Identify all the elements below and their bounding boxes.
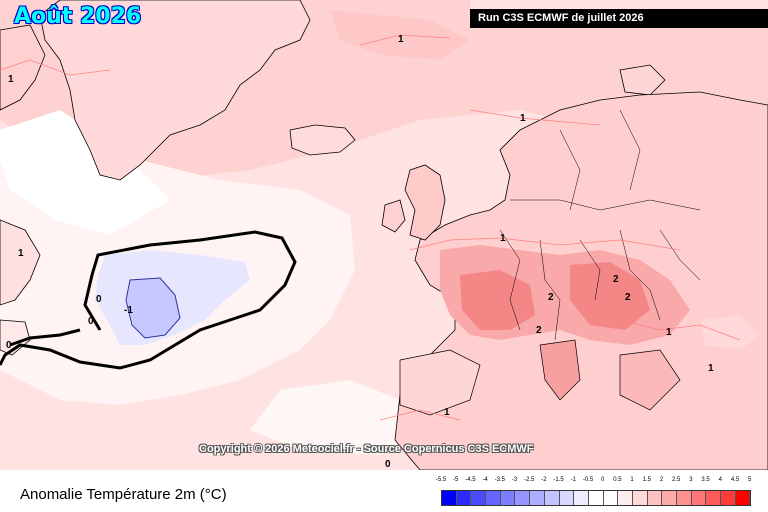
color-scale-tick: -2.5 — [524, 477, 535, 483]
contour-label: 0 — [385, 459, 391, 470]
zero-contour-west — [9, 328, 81, 347]
black-sea-area — [700, 315, 760, 350]
color-scale-tick: 1 — [630, 477, 634, 483]
contour-label: 0 — [6, 340, 12, 351]
contour-label: 1 — [708, 363, 714, 374]
contour-label: 1 — [500, 233, 506, 244]
color-scale-swatch — [559, 491, 575, 505]
color-scale: -5.5 -5 -4.5 -4 -3.5 -3 -2.5 -2 -1.5 -1 -0.5 0 0.5 1 1… — [436, 477, 752, 507]
greenland-land — [39, 0, 311, 181]
color-scale-swatch — [588, 491, 604, 505]
iberia-land — [399, 349, 481, 416]
southern-neutral-zone — [250, 380, 430, 455]
color-scale-swatch — [647, 491, 663, 505]
copyright-notice: Copyright © 2026 Meteociel.fr - Source C… — [199, 443, 534, 455]
contour-label: 1 — [398, 34, 404, 45]
color-scale-swatches — [441, 490, 752, 506]
color-scale-swatch — [677, 491, 692, 505]
color-scale-tick: 0 — [601, 477, 605, 483]
italy-land — [539, 339, 581, 401]
color-scale-tick: 0.5 — [613, 477, 622, 483]
color-scale-swatch — [530, 491, 545, 505]
color-scale-tick: -4 — [482, 477, 488, 483]
color-scale-swatch — [471, 491, 487, 505]
color-scale-swatch — [574, 491, 589, 505]
color-scale-tick: 4 — [718, 477, 722, 483]
contour-label: 1 — [666, 327, 672, 338]
anomaly-map: 1 1 1 1 1 0 0 0 -1 2 2 2 2 1 1 1 0 — [0, 0, 768, 470]
map-title: Août 2026 — [14, 4, 142, 29]
color-scale-tick: 2.5 — [672, 477, 681, 483]
contour-label: 2 — [548, 292, 554, 303]
color-scale-tick: -3 — [511, 477, 518, 483]
legend-title: Anomalie Température 2m (°C) — [20, 486, 227, 503]
color-scale-tick: 5 — [748, 477, 752, 483]
france-warm-core — [460, 270, 535, 330]
color-scale-tick: 3.5 — [701, 477, 710, 483]
color-scale-swatch — [500, 491, 516, 505]
color-scale-swatch — [603, 491, 619, 505]
color-scale-swatch — [515, 491, 531, 505]
color-scale-swatch — [706, 491, 722, 505]
labrador-neutral-zone — [0, 110, 170, 235]
contour-label: -1 — [124, 305, 133, 316]
color-scale-tick: 1.5 — [642, 477, 651, 483]
color-scale-tick: -1.5 — [553, 477, 564, 483]
contour-label: 0 — [96, 294, 102, 305]
zero-contour — [0, 230, 297, 370]
cold-anomaly-core — [125, 277, 181, 339]
color-scale-swatch — [735, 491, 751, 505]
color-scale-tick: 2 — [659, 477, 664, 483]
color-scale-swatch — [662, 491, 677, 505]
britain-land — [404, 164, 446, 241]
contour-label: 1 — [444, 407, 450, 418]
color-scale-tick: -1 — [570, 477, 576, 483]
color-scale-tick: -0.5 — [582, 477, 594, 483]
color-scale-tick: 3 — [689, 477, 693, 483]
color-scale-tick: 4.5 — [730, 477, 740, 483]
color-scale-tick: -5.5 — [435, 477, 447, 483]
contour-label: 2 — [625, 292, 631, 303]
balkan-land — [619, 349, 681, 411]
contour-label: 0 — [88, 316, 94, 327]
labrador-land — [0, 219, 41, 306]
contour-label: 2 — [536, 325, 542, 336]
contour-label: 1 — [520, 113, 526, 124]
contour-lines — [0, 34, 741, 421]
contour-label: 1 — [8, 74, 14, 85]
color-scale-swatch — [691, 491, 707, 505]
color-scale-swatch — [544, 491, 560, 505]
iceland-land — [289, 124, 356, 156]
color-scale-tick: -4.5 — [465, 477, 476, 483]
svalbard-land — [619, 64, 666, 96]
contour-label: 2 — [613, 274, 619, 285]
contour-label: 1 — [18, 248, 24, 259]
color-scale-swatch — [618, 491, 633, 505]
country-borders — [499, 109, 701, 341]
color-scale-swatch — [456, 491, 472, 505]
color-scale-tick: -5 — [453, 477, 459, 483]
color-scale-swatch — [632, 491, 648, 505]
color-scale-tick: -2 — [541, 477, 547, 483]
run-label: Run C3S ECMWF de juillet 2026 — [470, 9, 768, 28]
canada-arctic-land — [0, 24, 46, 111]
color-scale-swatch — [442, 491, 457, 505]
ireland-land — [381, 199, 406, 233]
color-scale-tick: -3.5 — [494, 477, 505, 483]
color-scale-swatch — [486, 491, 501, 505]
central-europe-warm-core — [570, 262, 650, 330]
color-scale-swatch — [721, 491, 736, 505]
